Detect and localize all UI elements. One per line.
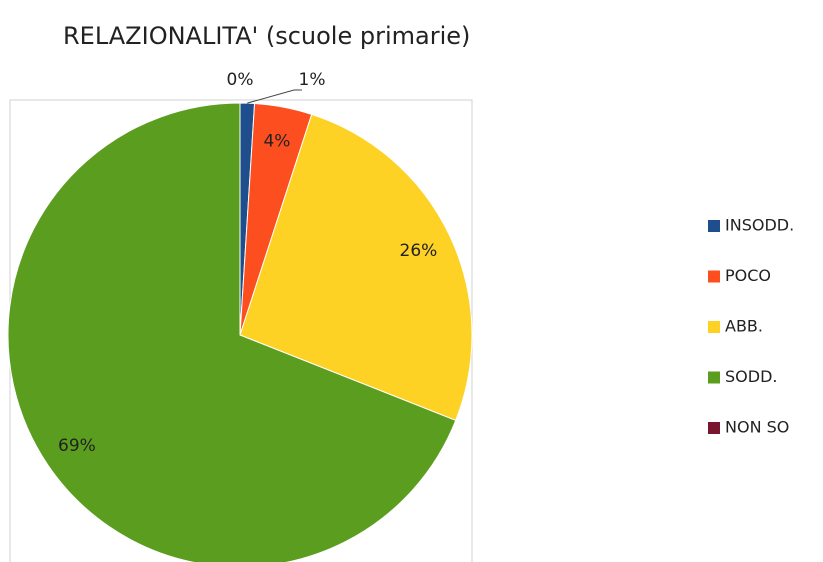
legend-swatch	[708, 220, 720, 232]
legend-swatch	[708, 422, 720, 434]
legend-swatch	[708, 321, 720, 333]
pie-slice	[7, 102, 457, 562]
pie-slice	[239, 113, 473, 422]
legend-label: ABB.	[725, 317, 763, 336]
leader-line	[247, 89, 302, 104]
legend-label: INSODD.	[725, 216, 794, 235]
data-label: 26%	[400, 241, 438, 261]
legend-label: NON SO	[725, 418, 789, 437]
chart-title: RELAZIONALITA' (scuole primarie)	[63, 22, 470, 50]
data-label: 4%	[263, 131, 290, 151]
legend-swatch	[708, 270, 720, 283]
data-label: 1%	[299, 70, 326, 90]
legend-label: SODD.	[725, 367, 777, 386]
legend-label: POCO	[725, 266, 771, 285]
legend-swatch	[708, 371, 720, 384]
data-label: 0%	[227, 70, 254, 90]
data-label: 69%	[58, 436, 96, 456]
